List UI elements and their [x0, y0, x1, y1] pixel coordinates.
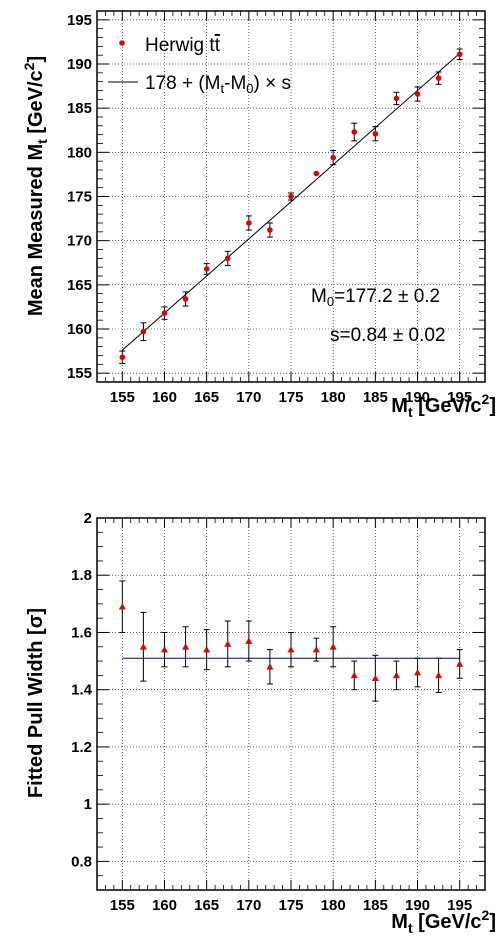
data-point-triangle [414, 669, 422, 676]
data-point-triangle [392, 671, 400, 679]
data-point-circle [414, 91, 421, 97]
data-point-triangle [456, 660, 464, 667]
y-tick-label: 155 [67, 365, 92, 382]
data-point-circle [456, 51, 463, 58]
x-tick-label: 180 [321, 389, 346, 406]
data-point-circle [351, 129, 358, 135]
x-tick-label: 195 [447, 389, 472, 406]
x-tick-label: 175 [278, 897, 303, 914]
data-point-circle [161, 310, 168, 316]
legend: Herwig tt 178 + (Mt-M0) × s [108, 35, 291, 96]
x-tick-label: 165 [194, 897, 219, 914]
legend-marker-herwig [119, 40, 125, 46]
data-point-triangle [350, 671, 358, 679]
data-point-triangle [312, 646, 320, 653]
y-tick-labels: 0.8 1 1.2 1.4 1.6 1.8 2 [71, 510, 93, 870]
data-point-circle [140, 328, 147, 335]
data-points [119, 48, 463, 364]
data-point-triangle [245, 637, 253, 644]
data-point-triangle [182, 643, 190, 650]
data-point-circle [224, 255, 231, 262]
y-tick-label: 165 [67, 277, 92, 294]
x-tick-label: 155 [110, 897, 135, 914]
data-point-circle [246, 220, 252, 226]
y-tick-label: 1.8 [71, 567, 92, 584]
data-point-circle [435, 75, 442, 81]
data-point-circle [372, 130, 379, 137]
axis-ticks [96, 517, 486, 891]
y-tick-label: 1.2 [71, 739, 92, 756]
x-tick-label: 180 [321, 897, 346, 914]
x-tick-label: 190 [405, 389, 430, 406]
x-tick-label: 160 [152, 389, 177, 406]
y-tick-label: 160 [67, 321, 92, 338]
y-tick-label: 195 [67, 12, 92, 29]
y-tick-label: 170 [67, 233, 92, 250]
y-tick-label: 180 [67, 144, 92, 161]
mean-measured-mass-chart: 155 160 165 170 175 180 185 190 195 155 160 165 170… [21, 10, 496, 420]
data-points [118, 580, 464, 702]
x-tick-label: 175 [278, 389, 303, 406]
data-point-triangle [435, 671, 443, 679]
y-tick-label: 175 [67, 189, 92, 206]
data-point-triangle [266, 663, 274, 670]
x-tick-label: 195 [447, 897, 472, 914]
data-point-triangle [139, 643, 147, 650]
x-tick-labels: 155 160 165 170 175 180 185 190 195 [110, 897, 472, 914]
y-axis-title: Mean Measured Mt [GeV/c2] [21, 56, 50, 316]
x-tick-label: 165 [194, 389, 219, 406]
annotation-m0: M0=177.2 ± 0.2 [311, 286, 440, 309]
fit-line-segment [121, 53, 461, 351]
x-tick-label: 170 [236, 897, 261, 914]
x-tick-label: 185 [363, 897, 388, 914]
grid-lines [97, 11, 485, 382]
y-tick-labels: 155 160 165 170 175 180 185 190 195 [67, 12, 92, 382]
data-point-triangle [118, 603, 126, 610]
annotation-slope: s=0.84 ± 0.02 [330, 325, 446, 346]
data-point-circle [288, 193, 294, 200]
data-point-circle [203, 266, 210, 272]
y-axis-title: Fitted Pull Width [σ] [25, 608, 47, 798]
y-tick-label: 1 [84, 796, 92, 813]
fitted-pull-width-chart: 155 160 165 170 175 180 185 190 195 0.8 1 1.2 1.4 1.… [25, 510, 496, 936]
y-tick-label: 2 [84, 510, 92, 527]
data-point-triangle [287, 646, 295, 653]
data-point-circle [393, 95, 400, 102]
x-tick-label: 190 [405, 897, 430, 914]
grid-lines [97, 518, 485, 890]
x-tick-label: 170 [236, 389, 261, 406]
y-tick-label: 0.8 [71, 853, 92, 870]
axis-ticks [96, 10, 486, 383]
legend-label-herwig: Herwig tt [145, 35, 221, 56]
data-point-circle [313, 170, 320, 177]
y-tick-label: 185 [67, 100, 92, 117]
data-point-triangle [371, 674, 379, 682]
x-tick-label: 160 [152, 897, 177, 914]
x-tick-labels: 155 160 165 170 175 180 185 190 195 [110, 389, 472, 406]
y-tick-label: 1.6 [71, 624, 92, 641]
x-tick-label: 155 [110, 389, 135, 406]
tbar: t [215, 35, 221, 56]
fit-line [121, 53, 461, 351]
x-tick-label: 185 [363, 389, 388, 406]
x-axis-title: Mt [GeV/c2] [391, 391, 496, 420]
data-point-triangle [224, 640, 232, 647]
x-axis-title: Mt [GeV/c2] [391, 907, 496, 936]
data-point-triangle [329, 643, 337, 650]
data-point-circle [119, 354, 126, 361]
y-tick-label: 190 [67, 56, 92, 73]
data-point-triangle [203, 646, 211, 653]
legend-label-fit: 178 + (Mt-M0) × s [145, 73, 291, 96]
data-point-circle [182, 296, 189, 302]
data-point-circle [267, 227, 273, 233]
data-point-circle [330, 154, 336, 161]
data-point-triangle [160, 646, 168, 653]
y-tick-label: 1.4 [71, 682, 93, 699]
